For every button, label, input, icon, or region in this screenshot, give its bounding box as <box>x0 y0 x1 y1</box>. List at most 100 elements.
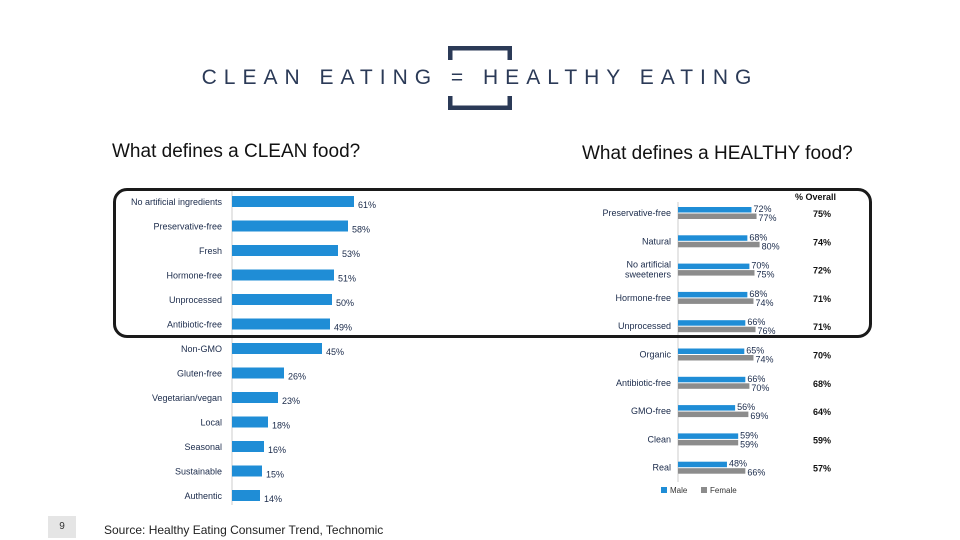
clean-value-label: 45% <box>326 347 344 357</box>
clean-bar <box>232 441 264 452</box>
clean-value-label: 61% <box>358 200 376 210</box>
female-value-label: 59% <box>740 439 758 449</box>
female-value-label: 66% <box>747 468 765 478</box>
clean-bar <box>232 367 284 379</box>
clean-bar <box>232 294 332 305</box>
healthy-category-label-line2: sweeteners <box>625 270 672 280</box>
healthy-category-label: Unprocessed <box>618 321 671 331</box>
clean-bar <box>232 269 334 281</box>
male-value-label: 48% <box>729 459 747 469</box>
male-bar <box>678 207 752 213</box>
legend-female-label: Female <box>710 486 737 495</box>
clean-category-label: Local <box>200 418 222 428</box>
clean-bar <box>232 465 262 477</box>
male-bar <box>678 376 746 383</box>
clean-value-label: 53% <box>342 249 360 259</box>
healthy-category-label: Clean <box>647 434 671 444</box>
clean-category-label: Non-GMO <box>181 344 222 354</box>
male-value-label: 56% <box>737 402 755 412</box>
overall-value: 59% <box>813 435 831 445</box>
clean-value-label: 18% <box>272 421 290 431</box>
clean-bar <box>232 392 278 403</box>
clean-value-label: 23% <box>282 396 300 406</box>
clean-value-label: 49% <box>334 323 352 333</box>
female-value-label: 70% <box>751 383 769 393</box>
female-bar <box>678 326 756 333</box>
clean-value-label: 15% <box>266 470 284 480</box>
slide-title: CLEAN EATING = HEALTHY EATING <box>201 66 759 89</box>
overall-value: 68% <box>813 379 831 389</box>
healthy-category-label: Natural <box>642 236 671 246</box>
clean-value-label: 58% <box>352 225 370 235</box>
clean-bar <box>232 220 348 232</box>
male-value-label: 70% <box>751 261 769 271</box>
clean-category-label: No artificial ingredients <box>131 197 223 207</box>
healthy-category-label: GMO-free <box>631 406 671 416</box>
female-value-label: 74% <box>755 355 773 365</box>
clean-category-label: Vegetarian/vegan <box>152 393 222 403</box>
clean-bar <box>232 343 322 354</box>
overall-value: 70% <box>813 351 831 361</box>
male-bar <box>678 461 727 468</box>
female-value-label: 74% <box>755 298 773 308</box>
clean-category-label: Hormone-free <box>166 271 222 281</box>
male-value-label: 66% <box>747 317 765 327</box>
healthy-category-label: No artificial <box>626 260 671 270</box>
clean-bar <box>232 245 338 256</box>
legend-male-label: Male <box>670 486 688 495</box>
female-value-label: 75% <box>757 270 775 280</box>
clean-chart-title: What defines a CLEAN food? <box>112 141 361 162</box>
female-value-label: 80% <box>762 241 780 251</box>
female-bar <box>678 213 757 219</box>
healthy-category-label: Preservative-free <box>602 208 671 218</box>
healthy-chart-title: What defines a HEALTHY food? <box>582 143 853 164</box>
overall-value: 72% <box>813 266 831 276</box>
male-bar <box>678 235 748 241</box>
clean-category-label: Seasonal <box>184 442 222 452</box>
male-bar <box>678 320 746 326</box>
female-bar <box>678 241 760 248</box>
female-bar <box>678 411 749 418</box>
legend-male-swatch <box>661 487 667 493</box>
male-value-label: 65% <box>746 346 764 356</box>
female-value-label: 76% <box>758 326 776 336</box>
clean-food-bar-chart: No artificial ingredients 61% Preservative… <box>131 190 376 505</box>
clean-category-label: Gluten-free <box>177 369 222 379</box>
male-value-label: 72% <box>753 204 771 214</box>
female-bar <box>678 298 754 304</box>
clean-category-label: Preservative-free <box>153 222 222 232</box>
clean-value-label: 14% <box>264 494 282 504</box>
female-value-label: 69% <box>750 411 768 421</box>
male-value-label: 68% <box>749 232 767 242</box>
clean-value-label: 50% <box>336 298 354 308</box>
clean-category-label: Antibiotic-free <box>167 320 222 330</box>
female-bar <box>678 468 746 474</box>
female-value-label: 77% <box>759 213 777 223</box>
overall-value: 75% <box>813 209 831 219</box>
male-bar <box>678 348 745 354</box>
source-note: Source: Healthy Eating Consumer Trend, T… <box>104 523 384 537</box>
female-bar <box>678 439 739 446</box>
clean-category-label: Fresh <box>199 246 222 256</box>
overall-value: 71% <box>813 294 831 304</box>
bracket-logo-icon <box>448 46 512 110</box>
legend-female-swatch <box>701 487 707 493</box>
clean-category-label: Authentic <box>184 491 222 501</box>
clean-bar <box>232 490 260 501</box>
top-five-highlight-box <box>113 188 872 338</box>
page-number: 9 <box>48 516 76 538</box>
male-bar <box>678 433 739 439</box>
male-bar <box>678 263 750 270</box>
healthy-category-label: Hormone-free <box>615 293 671 303</box>
overall-header: % Overall <box>795 192 836 202</box>
male-value-label: 59% <box>740 430 758 440</box>
clean-bar <box>232 416 268 428</box>
overall-value: 57% <box>813 464 831 474</box>
clean-bar <box>232 196 354 207</box>
female-bar <box>678 383 750 389</box>
healthy-category-label: Organic <box>639 350 671 360</box>
male-bar <box>678 405 736 411</box>
male-value-label: 66% <box>747 374 765 384</box>
clean-value-label: 26% <box>288 372 306 382</box>
